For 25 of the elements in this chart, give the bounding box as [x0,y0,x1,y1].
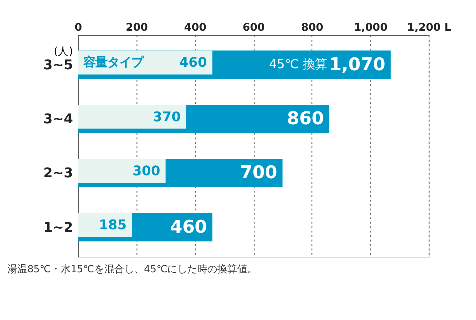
x-tick-label: 400 [184,21,207,34]
bar [78,104,186,129]
x-tick-label: 1,000 [354,21,388,34]
data-label: 460 [179,56,208,72]
x-tick-label: 600 [242,21,266,34]
data-label: 700 [240,164,278,184]
series-label: 45℃ 換算 [269,56,327,72]
data-label: 1,070 [329,55,386,76]
data-label: 860 [287,109,324,130]
data-label: 185 [99,218,127,234]
series-label: 容量タイプ [82,54,144,70]
text: 湯温85℃・水15℃を混合し、45℃にした時の換算値。 [8,263,258,276]
y-tick-label: 3~5 [44,58,74,74]
y-tick-label: 3~4 [44,112,74,128]
y-tick-label: 2~3 [44,166,74,182]
data-label: 300 [132,164,161,180]
x-tick-label: 0 [74,21,82,34]
bar [78,159,166,184]
y-tick-label: 1~2 [44,220,74,236]
x-tick-label: 800 [301,21,324,34]
y-axis-title: (人) [54,45,74,58]
x-tick-label: 1,200 L [407,21,452,34]
data-label: 370 [153,110,181,126]
data-label: 460 [170,218,208,238]
x-tick-label: 200 [126,21,148,34]
